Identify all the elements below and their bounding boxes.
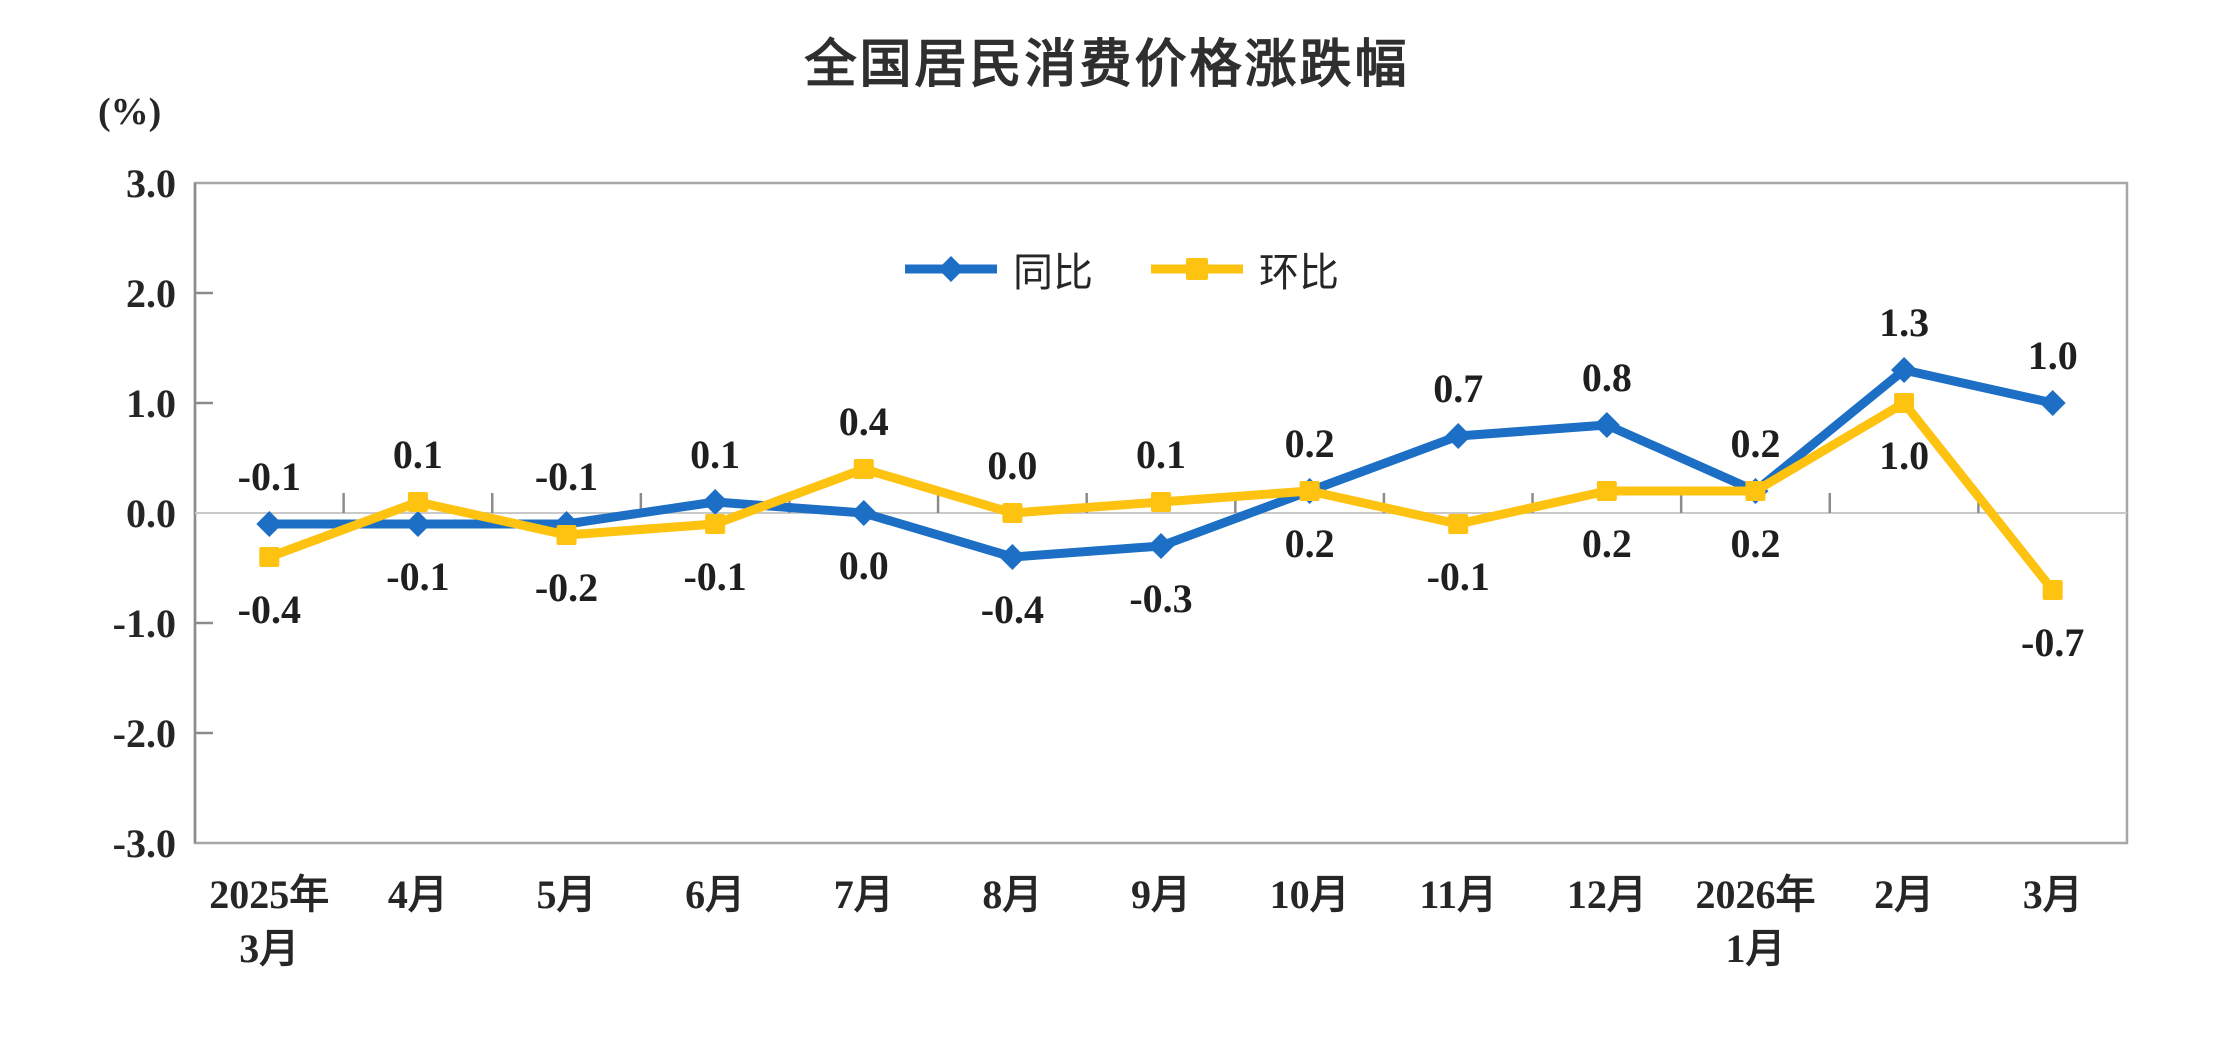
x-axis-label: 2026年 xyxy=(1695,872,1815,917)
x-axis-label: 6月 xyxy=(685,872,745,917)
marker-yoy-diamond-icon xyxy=(702,489,729,515)
marker-mom-square-icon xyxy=(1448,514,1469,534)
marker-mom-square-icon xyxy=(1745,481,1766,501)
data-label-yoy: 0.8 xyxy=(1582,355,1632,400)
data-label-yoy: -0.1 xyxy=(535,454,598,499)
marker-yoy-diamond-icon xyxy=(850,500,877,526)
legend-item-mom: 环比 xyxy=(1149,240,1339,298)
y-axis-tick-label: 1.0 xyxy=(126,381,176,426)
y-axis-tick-label: 3.0 xyxy=(126,161,176,206)
data-label-mom: 1.0 xyxy=(1879,433,1929,478)
data-label-mom: 0.2 xyxy=(1582,521,1632,566)
legend-item-yoy: 同比 xyxy=(903,240,1093,298)
y-axis-unit-label: (%) xyxy=(98,91,162,133)
data-label-yoy: 1.0 xyxy=(2028,333,2078,378)
marker-yoy-diamond-icon xyxy=(1891,357,1918,383)
data-label-mom: 0.1 xyxy=(1136,432,1186,477)
y-axis-tick-label: 0.0 xyxy=(126,491,176,536)
data-label-yoy: 0.0 xyxy=(839,543,889,588)
x-axis-label: 10月 xyxy=(1270,872,1350,917)
marker-mom-square-icon xyxy=(705,514,726,534)
data-label-mom: -0.7 xyxy=(2021,620,2084,665)
data-label-mom: -0.1 xyxy=(683,554,746,599)
x-axis-label: 11月 xyxy=(1419,872,1497,917)
chart-legend: 同比 环比 xyxy=(903,240,1339,298)
data-labels: -0.1 -0.4 -0.1 0.1 -0.1 -0.2 0.1 -0.1 0.0 0.4 -0.4… xyxy=(238,300,2085,665)
data-label-yoy: -0.1 xyxy=(238,454,301,499)
data-label-yoy: -0.4 xyxy=(981,587,1044,632)
y-axis-tick-label: 2.0 xyxy=(126,271,176,316)
data-label-yoy: 0.7 xyxy=(1433,366,1483,411)
x-axis-label: 12月 xyxy=(1567,872,1647,917)
data-label-yoy: 0.2 xyxy=(1730,421,1780,466)
marker-mom-square-icon xyxy=(1894,393,1915,413)
x-axis-label: 9月 xyxy=(1131,872,1191,917)
marker-yoy-diamond-icon xyxy=(2039,390,2066,416)
legend-line-square-icon xyxy=(1151,258,1243,280)
legend-label-yoy: 同比 xyxy=(1013,250,1093,295)
x-axis-label: 7月 xyxy=(834,872,894,917)
data-label-yoy: 0.2 xyxy=(1285,421,1335,466)
marker-mom-square-icon xyxy=(1299,481,1320,501)
marker-mom-square-icon xyxy=(556,525,577,545)
marker-mom-square-icon xyxy=(1002,503,1023,523)
legend-label-mom: 环比 xyxy=(1259,250,1339,295)
x-axis-label: 1月 xyxy=(1725,926,1785,971)
data-label-mom: 0.1 xyxy=(393,432,443,477)
x-axis-label: 2025年 xyxy=(209,872,329,917)
x-axis-label: 8月 xyxy=(982,872,1042,917)
marker-yoy-diamond-icon xyxy=(1593,412,1620,438)
x-axis-label: 2月 xyxy=(1874,872,1934,917)
x-axis-label: 3月 xyxy=(2023,872,2083,917)
data-label-mom: -0.4 xyxy=(238,587,301,632)
data-label-yoy: 1.3 xyxy=(1879,300,1929,345)
y-axis-tick-label: -1.0 xyxy=(113,601,176,646)
data-label-mom: 0.0 xyxy=(987,443,1037,488)
marker-mom-square-icon xyxy=(2042,580,2063,600)
marker-mom-square-icon xyxy=(1596,481,1617,501)
data-label-mom: 0.4 xyxy=(839,399,889,444)
y-axis-tick-label: -3.0 xyxy=(113,821,176,866)
marker-yoy-diamond-icon xyxy=(1445,423,1472,449)
y-axis-tick-label: -2.0 xyxy=(113,711,176,756)
legend-diamond-icon xyxy=(938,256,964,282)
marker-yoy-diamond-icon xyxy=(256,511,283,537)
data-label-yoy: -0.3 xyxy=(1129,576,1192,621)
data-label-yoy: -0.1 xyxy=(386,554,449,599)
marker-mom-square-icon xyxy=(853,459,874,479)
marker-mom-square-icon xyxy=(1151,492,1171,512)
x-axis-label: 3月 xyxy=(239,926,299,971)
legend-square-icon xyxy=(1186,258,1208,280)
marker-mom-square-icon xyxy=(407,492,428,512)
series-mom xyxy=(259,393,2063,600)
marker-yoy-diamond-icon xyxy=(999,544,1026,570)
legend-line-diamond-icon xyxy=(905,256,997,282)
chart-title: 全国居民消费价格涨跌幅 xyxy=(804,36,1410,94)
data-label-mom: 0.2 xyxy=(1730,521,1780,566)
marker-mom-square-icon xyxy=(259,547,280,567)
data-label-mom: -0.2 xyxy=(535,565,598,610)
data-label-yoy: 0.1 xyxy=(690,432,740,477)
marker-yoy-diamond-icon xyxy=(404,511,431,537)
data-label-mom: -0.1 xyxy=(1427,554,1490,599)
x-axis-label: 5月 xyxy=(537,872,597,917)
x-axis-label: 4月 xyxy=(388,872,448,917)
data-label-mom: 0.2 xyxy=(1285,521,1335,566)
marker-yoy-diamond-icon xyxy=(1148,533,1174,559)
